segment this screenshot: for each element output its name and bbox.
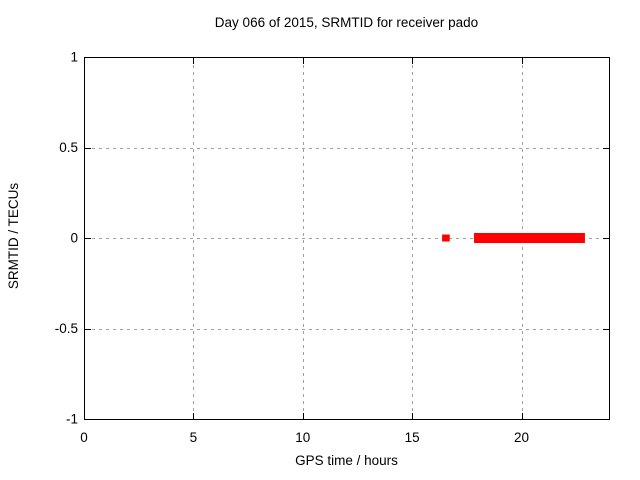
data-segment	[474, 233, 585, 243]
x-axis-label: GPS time / hours	[295, 453, 398, 468]
chart-title: Day 066 of 2015, SRMTID for receiver pad…	[214, 15, 479, 30]
x-tick-label: 15	[405, 430, 420, 445]
y-tick-label: -1	[66, 412, 78, 427]
x-tick-label: 10	[295, 430, 310, 445]
y-tick-label: -0.5	[55, 321, 78, 336]
x-tick-label: 5	[190, 430, 198, 445]
data-segment	[442, 234, 450, 242]
plot-border	[84, 57, 610, 420]
y-tick-label: 0	[70, 231, 78, 246]
y-tick-label: 0.5	[59, 140, 78, 155]
x-tick-label: 20	[514, 430, 529, 445]
x-tick-label: 0	[80, 430, 88, 445]
y-tick-label: 1	[70, 50, 78, 65]
